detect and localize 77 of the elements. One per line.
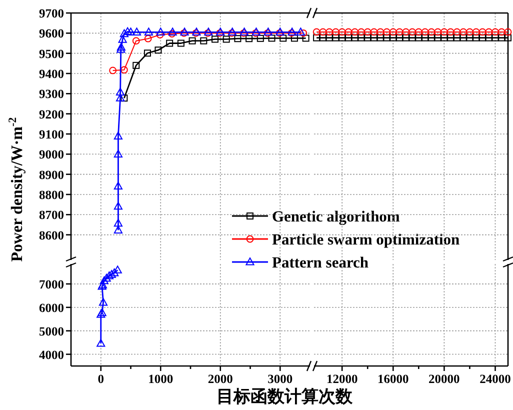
- point: [222, 36, 230, 43]
- x-tick-label: 0: [98, 372, 104, 386]
- y-tick-label: 9300: [39, 87, 64, 102]
- point: [114, 132, 123, 140]
- point: [114, 182, 123, 190]
- y-tick-label: 6000: [39, 300, 64, 315]
- point: [116, 42, 126, 51]
- point: [211, 36, 218, 43]
- y-tick-label: 9200: [39, 107, 64, 122]
- point: [156, 28, 165, 36]
- point: [144, 34, 152, 42]
- point: [166, 40, 174, 47]
- y-tick-label: 9000: [39, 148, 64, 162]
- point: [156, 31, 164, 38]
- point: [114, 150, 123, 158]
- point: [154, 46, 162, 54]
- point: [200, 37, 208, 44]
- y-tick-label: 8800: [39, 188, 64, 202]
- y-tick-label: 8700: [39, 208, 64, 222]
- point: [123, 27, 132, 36]
- y-tick-label: 9100: [39, 127, 64, 142]
- point: [280, 34, 287, 42]
- legend-label: Pattern search: [272, 254, 369, 272]
- y-tick-label: 9600: [39, 26, 64, 41]
- point: [109, 66, 117, 74]
- point: [168, 28, 177, 36]
- point: [144, 28, 153, 36]
- point: [132, 37, 140, 45]
- y-tick-label: 7000: [39, 277, 64, 292]
- point: [144, 50, 151, 57]
- point: [104, 271, 114, 280]
- point: [114, 202, 123, 210]
- point: [302, 34, 310, 42]
- point: [126, 28, 136, 36]
- point: [132, 28, 142, 36]
- point: [246, 35, 253, 42]
- y-tick-label: 4000: [39, 348, 64, 362]
- point: [116, 94, 125, 102]
- x-tick-label: 20000: [428, 372, 460, 386]
- point: [96, 338, 106, 347]
- point: [120, 66, 128, 74]
- point: [256, 34, 264, 42]
- y-tick-label: 5000: [39, 324, 64, 338]
- legend-label: Genetic algorithom: [272, 208, 400, 226]
- point: [107, 270, 116, 278]
- point: [118, 35, 127, 43]
- x-axis-title: 目标函数计算次数: [216, 387, 354, 406]
- y-tick-label: 9500: [39, 46, 64, 61]
- x-tick-label: 1000: [148, 372, 174, 386]
- x-tick-label: 24000: [480, 372, 511, 386]
- point: [116, 88, 125, 96]
- point: [188, 37, 196, 44]
- point: [114, 226, 123, 234]
- point: [100, 276, 108, 284]
- point: [132, 62, 140, 69]
- point: [296, 28, 305, 36]
- y-tick-label: 8900: [39, 168, 64, 182]
- point: [113, 266, 122, 274]
- point: [116, 44, 126, 53]
- x-tick-label: 16000: [378, 372, 409, 386]
- point: [114, 218, 123, 227]
- point: [110, 268, 119, 276]
- x-tick-label: 2000: [208, 372, 233, 386]
- y-tick-label: 9400: [39, 66, 64, 81]
- y-tick-label: 9700: [39, 6, 64, 20]
- legend-label: Particle swarm optimization: [272, 232, 460, 248]
- point: [234, 35, 242, 42]
- point: [177, 40, 184, 47]
- point: [268, 34, 276, 42]
- point: [98, 298, 108, 306]
- y-tick-label: 8600: [39, 228, 64, 242]
- point: [102, 274, 111, 282]
- x-tick-label: 12000: [326, 372, 358, 386]
- point: [168, 30, 176, 38]
- point: [120, 29, 129, 38]
- point: [300, 29, 308, 37]
- x-tick-label: 3000: [268, 372, 293, 386]
